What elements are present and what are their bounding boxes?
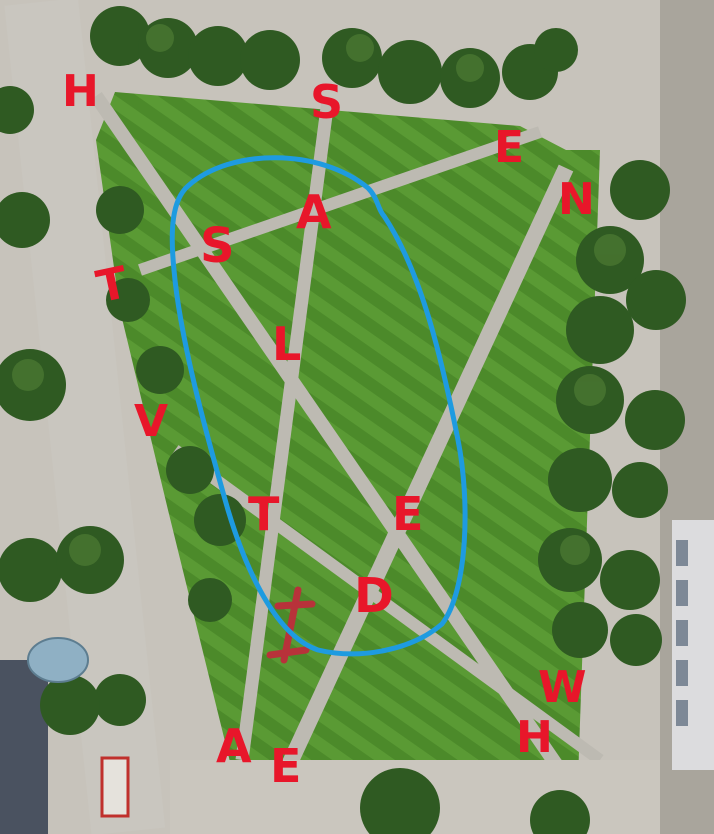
red-sculpture	[266, 586, 316, 664]
letter-s-loop: S	[200, 218, 235, 274]
glass-dome	[27, 637, 89, 683]
letter-e-bottom: E	[270, 739, 301, 793]
letter-h-bottom-right: H	[516, 712, 553, 763]
letter-l-loop: L	[272, 317, 301, 371]
letter-w-bottom-right: W	[538, 662, 587, 713]
letter-h-top-left: H	[62, 66, 99, 117]
letter-n-right: N	[558, 174, 595, 225]
letter-d-loop: D	[354, 568, 394, 624]
letter-a-bottom: A	[216, 719, 252, 773]
letter-e-top-right: E	[494, 122, 524, 173]
letter-s-top: S	[310, 75, 343, 129]
letter-e-loop: E	[392, 487, 423, 541]
letter-t-loop: T	[248, 487, 280, 541]
highlight-loop	[169, 155, 468, 657]
letter-v-left: V	[134, 396, 168, 447]
walking-paths	[90, 92, 604, 784]
parked-truck	[100, 756, 130, 818]
letter-a-loop: A	[296, 185, 332, 239]
tree-highlights	[12, 24, 626, 566]
left-road	[0, 660, 48, 834]
building-windows	[676, 540, 688, 726]
